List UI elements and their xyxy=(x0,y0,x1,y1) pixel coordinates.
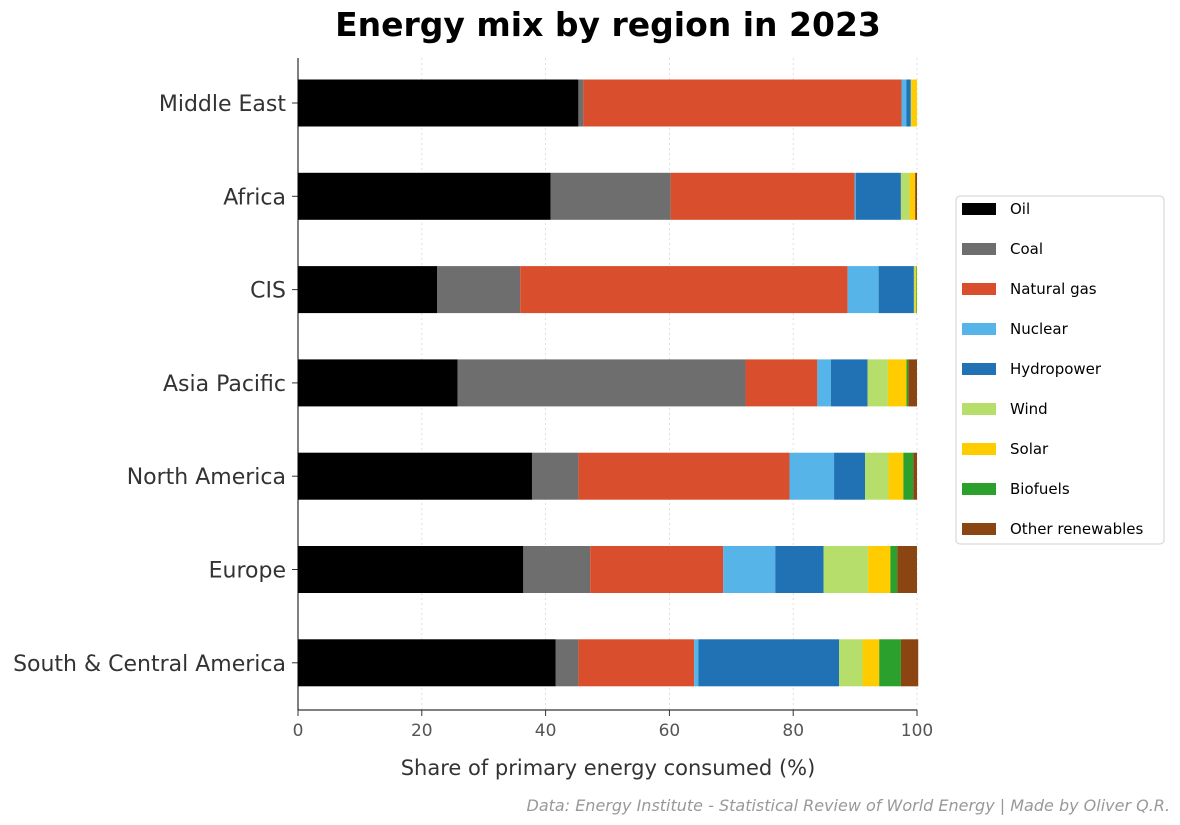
legend-swatch xyxy=(962,403,996,415)
legend-swatch xyxy=(962,283,996,295)
bar-segment xyxy=(531,452,579,500)
legend-label: Nuclear xyxy=(1010,320,1069,338)
bar-segment xyxy=(854,172,856,220)
bar-segment xyxy=(590,546,724,593)
legend-swatch xyxy=(962,483,996,495)
bar-segment xyxy=(862,639,880,687)
bar-segment xyxy=(910,79,912,127)
bar-segment xyxy=(437,266,521,314)
legend-label: Oil xyxy=(1010,200,1030,218)
legend-label: Natural gas xyxy=(1010,280,1097,298)
bar-segment xyxy=(908,359,917,407)
legend-swatch xyxy=(962,323,996,335)
bar-segment xyxy=(834,452,866,500)
legend-label: Hydropower xyxy=(1010,360,1102,378)
bar-segment xyxy=(865,452,889,500)
category-label: Europe xyxy=(209,559,286,584)
bar-segment xyxy=(913,452,917,500)
bar-segment xyxy=(578,639,695,687)
bar-segment xyxy=(578,79,584,127)
bar-segment xyxy=(723,546,776,593)
x-tick-label: 0 xyxy=(293,721,304,741)
legend-frame xyxy=(955,195,1165,545)
bar-segment xyxy=(298,79,579,127)
bar-segment xyxy=(578,452,790,500)
bar-segment xyxy=(868,546,891,593)
bar-segment xyxy=(823,546,869,593)
axes: 0 20 40 60 80 100 xyxy=(292,58,933,741)
bar-segment xyxy=(906,359,909,407)
legend-swatch xyxy=(962,363,996,375)
bar-segment xyxy=(745,359,818,407)
bar-segment xyxy=(298,172,551,220)
source-note: Data: Energy Institute - Statistical Rev… xyxy=(527,796,1170,815)
category-labels: Middle East Africa CIS Asia Pacific North Am… xyxy=(13,92,286,677)
bar-segment xyxy=(909,172,916,220)
bar-segment xyxy=(830,359,868,407)
bar-segment xyxy=(915,266,917,314)
bar-segment xyxy=(847,266,879,314)
bar-segment xyxy=(298,359,458,407)
bar-segment xyxy=(903,452,914,500)
category-label: North America xyxy=(127,465,286,490)
legend-swatch xyxy=(962,203,996,215)
legend-label: Solar xyxy=(1010,440,1049,458)
x-axis-label: Share of primary energy consumed (%) xyxy=(401,756,816,780)
bar-segment xyxy=(775,546,824,593)
bar-segment xyxy=(887,359,907,407)
bar-segment xyxy=(867,359,888,407)
legend-swatch xyxy=(962,443,996,455)
legend-swatch xyxy=(962,243,996,255)
bar-segment xyxy=(789,452,835,500)
bar-segment xyxy=(906,79,911,127)
legend-label: Biofuels xyxy=(1010,480,1070,498)
bar-segment xyxy=(855,172,901,220)
bar-segment xyxy=(915,172,917,220)
bar-segment xyxy=(916,266,917,314)
bar-segment xyxy=(520,266,848,314)
bar-segment xyxy=(298,546,524,593)
bar-segment xyxy=(298,639,556,687)
legend-label: Coal xyxy=(1010,240,1043,258)
bar-segment xyxy=(298,266,438,314)
x-tick-label: 80 xyxy=(782,721,804,741)
bar-segment xyxy=(298,452,532,500)
bar-segment xyxy=(901,79,907,127)
bars xyxy=(298,79,919,687)
bar-segment xyxy=(839,639,863,687)
x-tick-label: 100 xyxy=(901,721,933,741)
bar-segment xyxy=(890,546,898,593)
bar-segment xyxy=(879,639,901,687)
category-label: Middle East xyxy=(159,92,287,117)
bar-segment xyxy=(817,359,831,407)
bar-segment xyxy=(900,172,910,220)
category-label: Africa xyxy=(223,185,286,210)
bar-segment xyxy=(878,266,914,314)
category-label: CIS xyxy=(250,279,286,304)
legend-label: Other renewables xyxy=(1010,520,1144,538)
bar-segment xyxy=(670,172,855,220)
category-label: Asia Pacific xyxy=(163,372,286,397)
bar-segment xyxy=(698,639,840,687)
bar-segment xyxy=(900,639,919,687)
chart-title: Energy mix by region in 2023 xyxy=(335,5,881,44)
x-tick-label: 20 xyxy=(411,721,433,741)
bar-segment xyxy=(913,266,916,314)
bar-segment xyxy=(911,79,917,127)
legend-label: Wind xyxy=(1010,400,1048,418)
x-tick-label: 60 xyxy=(659,721,681,741)
bar-segment xyxy=(555,639,579,687)
bar-segment xyxy=(694,639,699,687)
bar-segment xyxy=(888,452,904,500)
bar-segment xyxy=(523,546,591,593)
bar-segment xyxy=(550,172,671,220)
bar-segment xyxy=(897,546,917,593)
x-tick-label: 40 xyxy=(535,721,557,741)
bar-segment xyxy=(457,359,746,407)
legend-swatch xyxy=(962,523,996,535)
bar-segment xyxy=(583,79,902,127)
category-label: South & Central America xyxy=(13,652,286,677)
legend: Oil Coal Natural gas Nuclear Hydropower Wind S… xyxy=(955,195,1165,545)
